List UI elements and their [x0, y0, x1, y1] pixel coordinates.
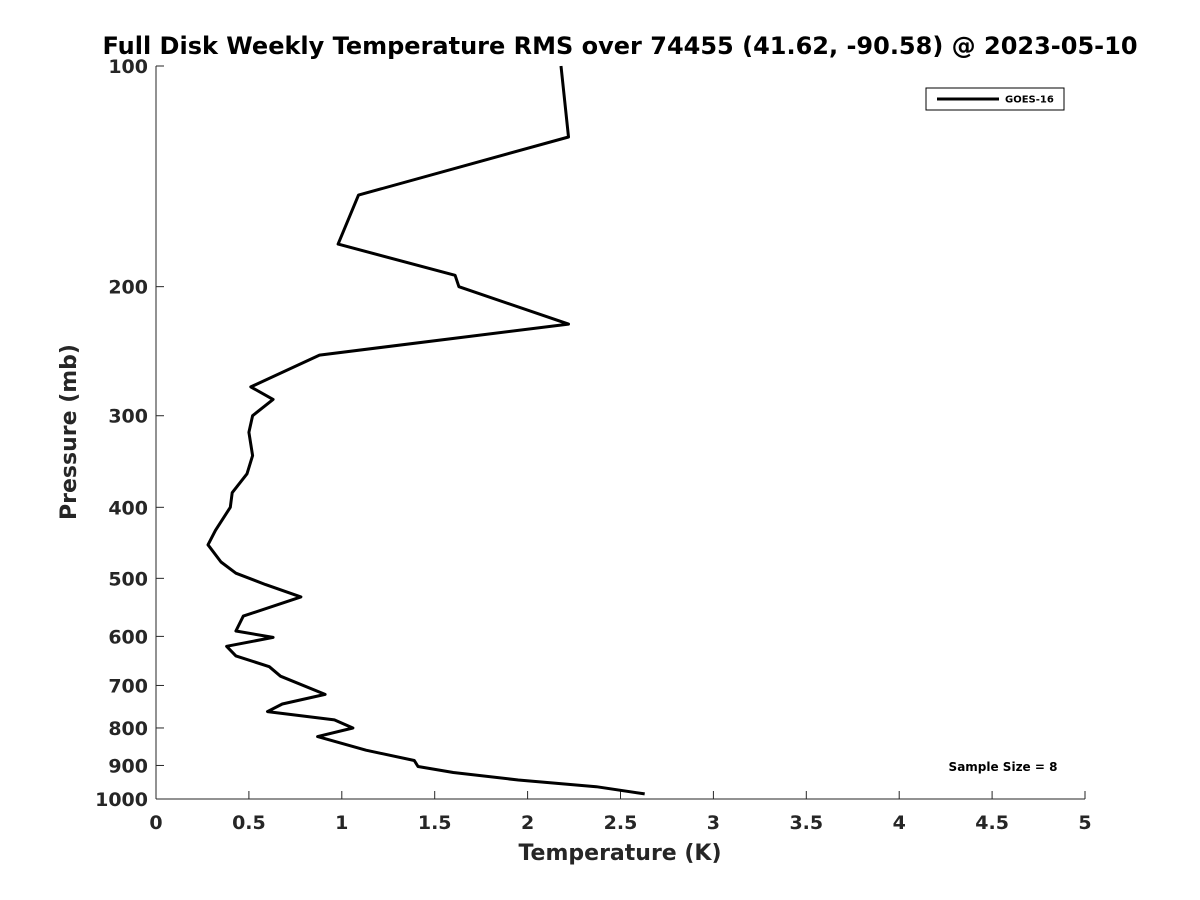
- x-ticks: 0 0.5 1 1.5 2 2.5 3 3.5 4 4.5 5: [149, 791, 1092, 834]
- sample-size-annotation: Sample Size = 8: [949, 760, 1058, 774]
- chart-title: Full Disk Weekly Temperature RMS over 74…: [102, 32, 1137, 60]
- legend: GOES-16: [925, 87, 1065, 111]
- series-line-goes-16: [206, 65, 645, 796]
- y-tick-label: 300: [108, 406, 148, 428]
- x-tick-label: 4: [893, 812, 906, 834]
- y-tick-label: 100: [108, 56, 148, 78]
- y-tick-label: 800: [108, 718, 148, 740]
- y-tick-label: 1000: [95, 789, 148, 811]
- x-tick-label: 3: [707, 812, 720, 834]
- x-tick-label: 1.5: [418, 812, 452, 834]
- y-ticks: 100 200 300 400 500 600 700 800 900 1000: [95, 56, 164, 811]
- series-layer: [206, 65, 645, 796]
- y-axis-label: Pressure (mb): [57, 344, 82, 520]
- x-tick-label: 2: [521, 812, 534, 834]
- x-tick-label: 3.5: [789, 812, 823, 834]
- x-tick-label: 0: [149, 812, 162, 834]
- plot-axes: [155, 66, 1085, 800]
- x-axis-label: Temperature (K): [518, 841, 721, 866]
- y-tick-label: 400: [108, 497, 148, 519]
- y-tick-label: 700: [108, 675, 148, 697]
- y-tick-label: 600: [108, 626, 148, 648]
- x-tick-label: 1: [335, 812, 348, 834]
- y-tick-label: 900: [108, 755, 148, 777]
- y-tick-label: 500: [108, 568, 148, 590]
- x-tick-label: 0.5: [232, 812, 266, 834]
- y-tick-label: 200: [108, 277, 148, 299]
- x-tick-label: 5: [1078, 812, 1091, 834]
- x-tick-label: 4.5: [975, 812, 1009, 834]
- legend-label-goes16: GOES-16: [1005, 95, 1054, 106]
- x-tick-label: 2.5: [604, 812, 638, 834]
